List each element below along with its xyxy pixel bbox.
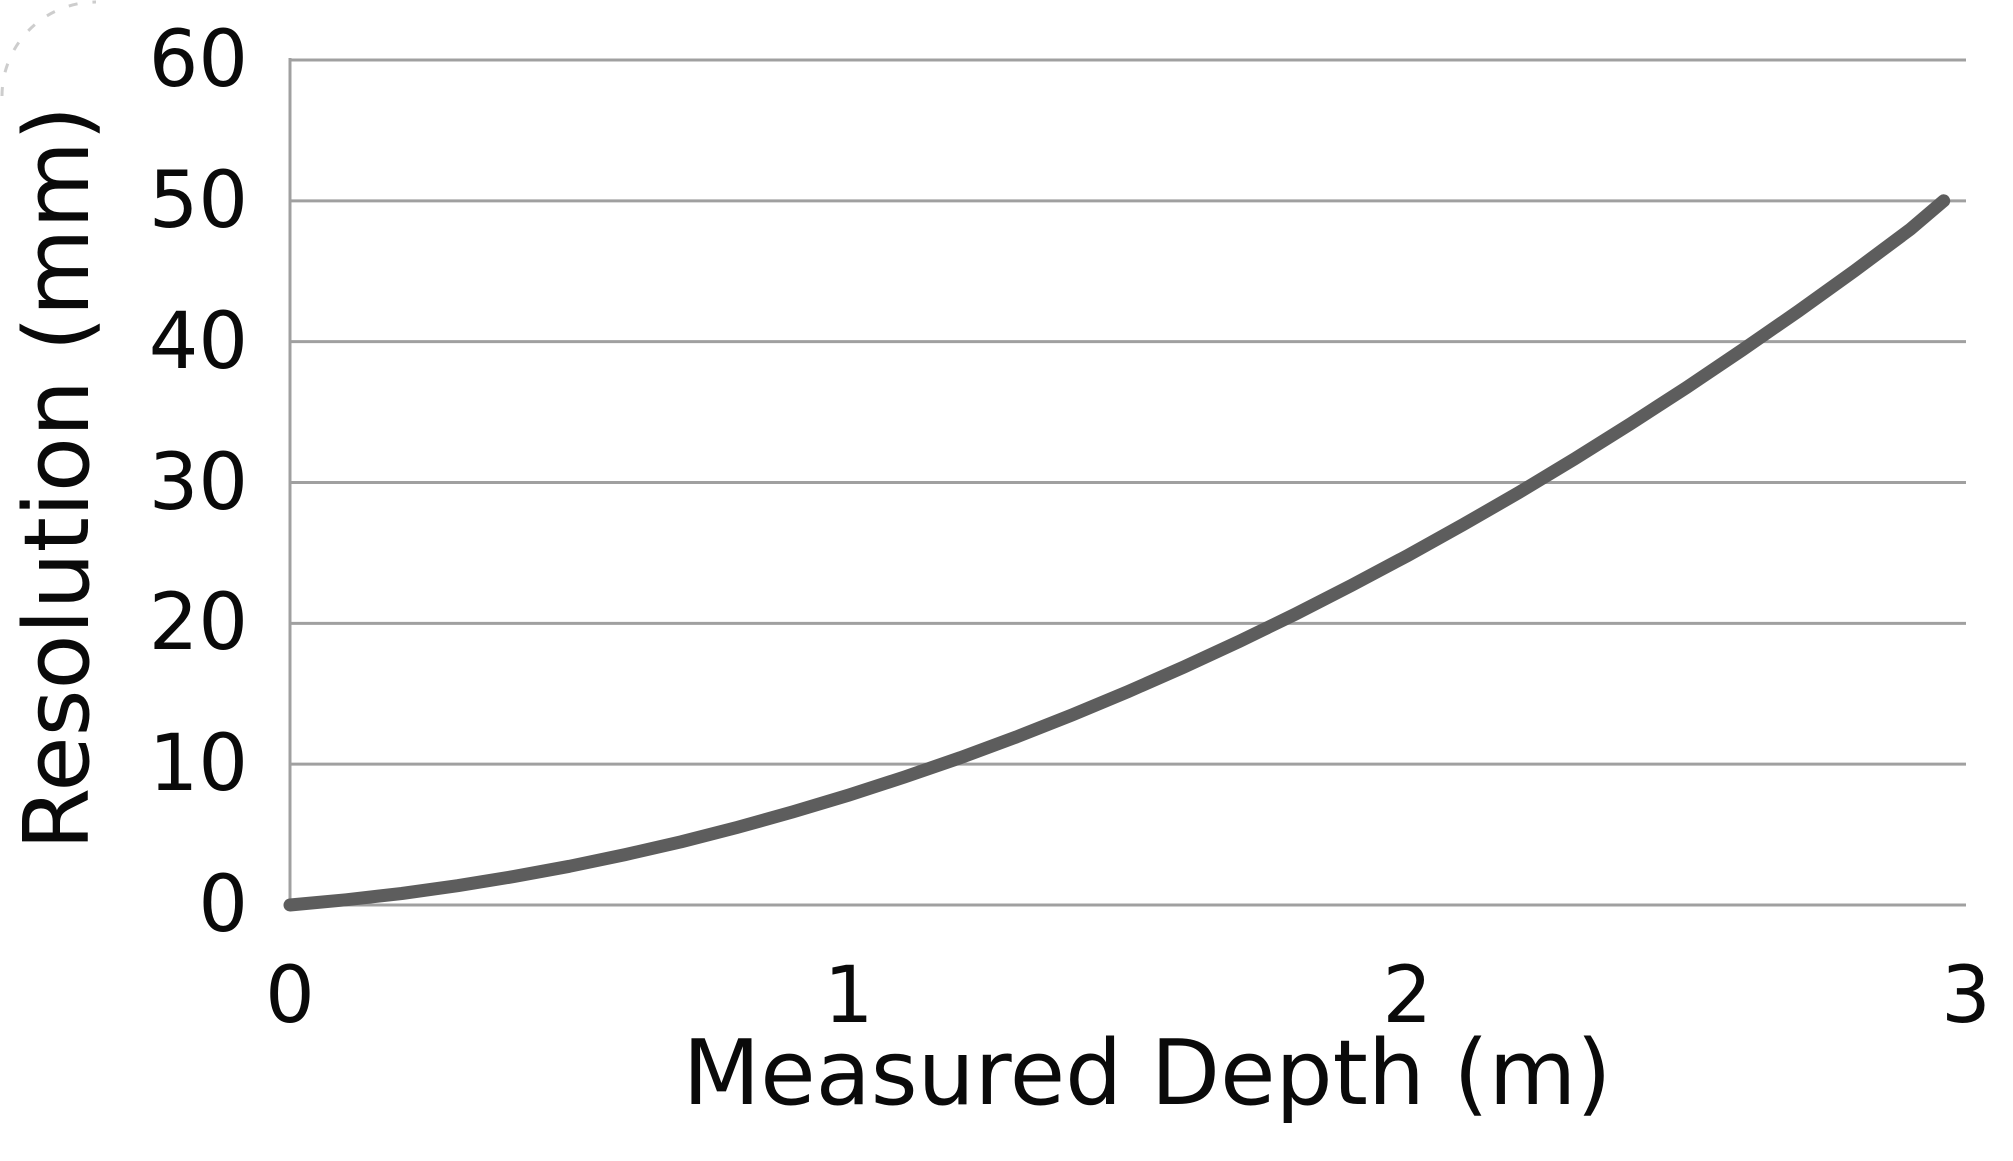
- y-tick-label-10: 10: [148, 719, 248, 810]
- y-tick-label-20: 20: [148, 578, 248, 669]
- x-tick-label-3: 3: [1941, 951, 1991, 1041]
- x-axis-title: Measured Depth (m): [682, 1021, 1612, 1126]
- y-tick-label-50: 50: [148, 155, 248, 246]
- x-tick-label-1: 1: [823, 951, 874, 1041]
- x-tick-label-2: 2: [1382, 951, 1433, 1041]
- y-tick-label-60: 60: [148, 15, 248, 105]
- y-axis-title: Resolution (mm): [5, 105, 110, 851]
- series-depth-resolution-curve: [283, 194, 1951, 912]
- y-tick-label-30: 30: [148, 437, 248, 528]
- corner-arc-decoration: [0, 0, 97, 97]
- y-tick-label-0: 0: [198, 860, 248, 950]
- y-tick-label-40: 40: [148, 296, 248, 387]
- x-tick-label-0: 0: [265, 951, 315, 1041]
